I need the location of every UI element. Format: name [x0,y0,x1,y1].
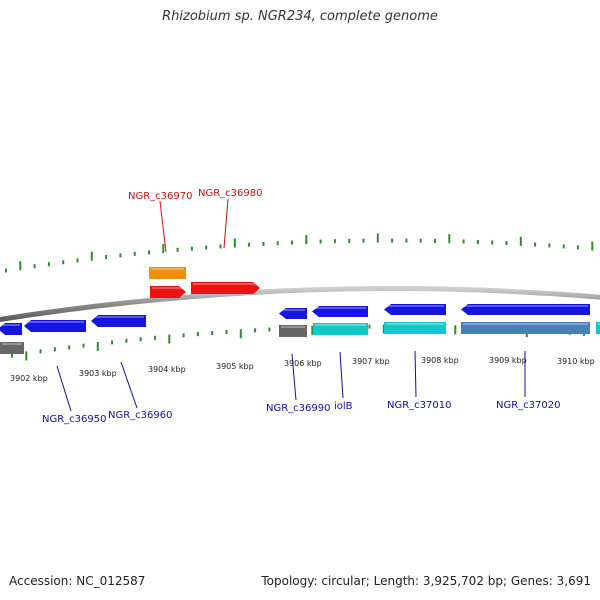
kbp-label: 3905 kbp [216,362,254,371]
kbp-label: 3902 kbp [10,374,48,383]
feature-highlight [314,307,366,309]
leader-line [120,361,138,409]
gene-feature[interactable] [596,322,600,334]
feature-highlight [193,283,258,285]
gene-feature[interactable] [384,304,446,315]
kbp-label: 3909 kbp [489,356,527,365]
leader-line [223,198,229,249]
leader-line [339,351,344,399]
feature-highlight [463,323,588,325]
feature-highlight [386,305,444,307]
gene-label[interactable]: NGR_c36950 [42,414,107,425]
gene-feature[interactable] [279,308,307,319]
leader-line [414,350,417,398]
label-leader-lines [56,198,526,412]
gene-label[interactable]: NGR_c36990 [266,403,331,414]
feature-highlight [281,309,305,311]
gene-feature[interactable] [191,282,260,294]
leader-line [159,200,167,253]
map-title: Rhizobium sp. NGR234, complete genome [162,9,438,24]
gene-feature[interactable] [149,267,186,279]
gene-feature[interactable] [461,322,590,334]
feature-highlight [2,343,22,345]
gene-feature[interactable] [384,322,446,334]
feature-highlight [386,323,444,325]
gene-feature[interactable] [312,306,368,317]
gene-feature[interactable] [24,320,86,332]
gene-feature[interactable] [461,304,590,315]
kbp-label: 3908 kbp [421,356,459,365]
gene-label[interactable]: NGR_c36960 [108,410,173,421]
gene-label[interactable]: iolB [334,401,353,412]
gene-feature[interactable] [313,323,368,335]
feature-highlight [0,324,20,326]
feature-highlight [93,316,144,318]
kbp-label: 3907 kbp [352,357,390,366]
accession-text: Accession: NC_012587 [9,574,146,588]
gene-label[interactable]: NGR_c36970 [128,191,193,202]
kbp-label: 3906 kbp [284,359,322,368]
gene-feature[interactable] [279,325,307,337]
leader-line [291,353,297,401]
kbp-label: 3903 kbp [79,369,117,378]
gene-label[interactable]: NGR_c36980 [198,188,263,199]
feature-highlight [598,323,600,325]
gene-feature[interactable] [0,323,22,335]
feature-track [0,267,600,354]
outer-tick-track [5,233,594,273]
kbp-label: 3910 kbp [557,357,595,366]
feature-highlight [152,287,184,289]
gene-feature[interactable] [150,286,186,298]
leader-line [56,365,72,412]
gene-feature[interactable] [91,315,146,327]
genome-summary-text: Topology: circular; Length: 3,925,702 bp… [261,574,591,588]
gene-label[interactable]: NGR_c37010 [387,400,452,411]
feature-highlight [26,321,84,323]
feature-highlight [281,326,305,328]
feature-highlight [315,324,366,326]
gene-feature[interactable] [0,342,24,354]
gene-label[interactable]: NGR_c37020 [496,400,561,411]
feature-highlight [463,305,588,307]
kbp-label: 3904 kbp [148,365,186,374]
genome-backbone [0,286,600,322]
feature-highlight [151,268,184,270]
